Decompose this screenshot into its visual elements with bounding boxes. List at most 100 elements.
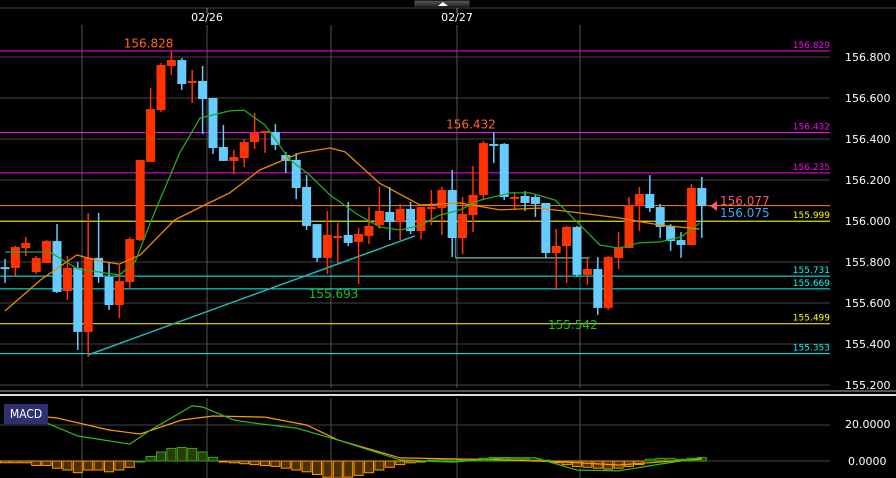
candle-body — [385, 211, 395, 223]
macd-histogram-bar — [395, 460, 406, 466]
triangle-up-icon — [438, 2, 448, 6]
price-tick: 155.400 — [845, 338, 891, 351]
macd-histogram-bar — [104, 460, 114, 473]
candle-body — [260, 131, 270, 134]
macd-histogram-bar — [270, 460, 281, 467]
candle-body — [0, 267, 10, 270]
candle-body — [676, 240, 686, 245]
price-tick: 156.200 — [845, 174, 891, 187]
candle-body — [229, 157, 239, 161]
macd-histogram-bar — [582, 460, 593, 468]
candle-body — [31, 257, 41, 273]
candle-body — [333, 235, 343, 238]
price-tick: 155.600 — [845, 297, 891, 310]
macd-histogram-bar — [31, 460, 42, 466]
extreme-label: 156.432 — [446, 117, 496, 131]
candle-body — [198, 80, 208, 100]
candle-body — [94, 257, 104, 277]
candle-body — [697, 187, 707, 206]
candle-body — [10, 247, 20, 268]
macd-histogram-bar — [332, 460, 343, 478]
macd-histogram-bar — [135, 460, 146, 463]
moving-averages — [4, 109, 701, 312]
extreme-label: 155.542 — [548, 318, 598, 332]
macd-histogram-bar — [228, 460, 239, 464]
candle-body — [364, 225, 374, 236]
macd-histogram-bar — [655, 457, 666, 462]
macd-histogram-bar — [322, 460, 333, 478]
level-label: 155.669 — [793, 279, 830, 289]
candle-body — [447, 190, 457, 239]
macd-histogram-bar — [10, 460, 21, 464]
candle-body — [146, 109, 156, 162]
macd-histogram-bar — [301, 460, 312, 473]
macd-histogram-bar — [0, 460, 10, 464]
candle-body — [83, 257, 93, 332]
trendline — [87, 235, 416, 356]
price-axis: 156.800 156.600 156.400 156.200 156.000 … — [845, 51, 891, 392]
candle-body — [291, 159, 301, 188]
price-tick: 155.800 — [845, 256, 891, 269]
bid-price: 156.075 — [720, 206, 770, 220]
level-label: 155.999 — [793, 211, 830, 221]
macd-histogram-bar — [364, 460, 374, 474]
indicator-label[interactable]: MACD — [4, 404, 48, 424]
macd-histogram-bar — [353, 460, 364, 476]
candle-body — [135, 159, 145, 241]
candle-body — [437, 190, 447, 209]
candle-body — [208, 98, 218, 149]
candle-body — [551, 246, 561, 253]
macd-histogram-bar — [197, 451, 208, 462]
candle-body — [645, 193, 655, 209]
macd-histogram-bar — [291, 460, 302, 471]
macd-histogram-bar — [208, 456, 218, 462]
candle-body — [634, 193, 644, 207]
candle-body — [343, 234, 353, 243]
candle-body — [281, 154, 291, 161]
candle-body — [73, 267, 83, 332]
candle-body — [520, 195, 530, 203]
macd-line — [4, 405, 702, 472]
macd-histogram-bar — [384, 460, 395, 468]
candle-body — [125, 239, 135, 283]
candle-body — [104, 276, 114, 306]
candle-body — [510, 197, 520, 200]
date-label: 02/26 — [191, 11, 223, 24]
candle-body — [406, 208, 416, 232]
collapse-pane-button[interactable] — [414, 0, 470, 7]
macd-signal-line — [4, 412, 702, 466]
candle-body — [426, 207, 436, 210]
candle-body — [478, 143, 488, 195]
candle-body — [21, 242, 31, 249]
macd-histogram-bar — [166, 447, 177, 462]
price-marker-icon — [710, 201, 717, 211]
candle-body — [582, 268, 592, 275]
level-label: 155.353 — [793, 344, 830, 354]
candle-body — [166, 60, 176, 67]
candle-body — [52, 241, 62, 292]
trendlines[interactable] — [87, 200, 590, 356]
macd-histogram-bar — [124, 460, 135, 468]
macd-histogram-bar — [260, 460, 270, 466]
macd-pane — [0, 405, 830, 478]
candle-body — [624, 205, 634, 249]
macd-histogram-bar — [93, 460, 104, 471]
macd-histogram-bar — [83, 460, 94, 471]
candle-body — [187, 80, 197, 83]
candle-body — [218, 146, 228, 161]
price-tick: 156.400 — [845, 133, 891, 146]
candle-body — [499, 143, 509, 198]
macd-histogram-bar — [145, 456, 156, 462]
ask-price: 156.077 — [720, 194, 770, 208]
price-tick: 156.800 — [845, 51, 891, 64]
candle-body — [562, 226, 572, 247]
level-label: 156.235 — [793, 163, 830, 173]
macd-histogram-bar — [187, 447, 198, 462]
macd-histogram-bar — [156, 451, 166, 462]
macd-histogram-bar — [249, 460, 260, 466]
candles — [0, 51, 707, 357]
pane-divider[interactable] — [0, 390, 896, 392]
price-tick: 156.000 — [845, 215, 891, 228]
macd-tick: 20.0000 — [845, 418, 891, 431]
